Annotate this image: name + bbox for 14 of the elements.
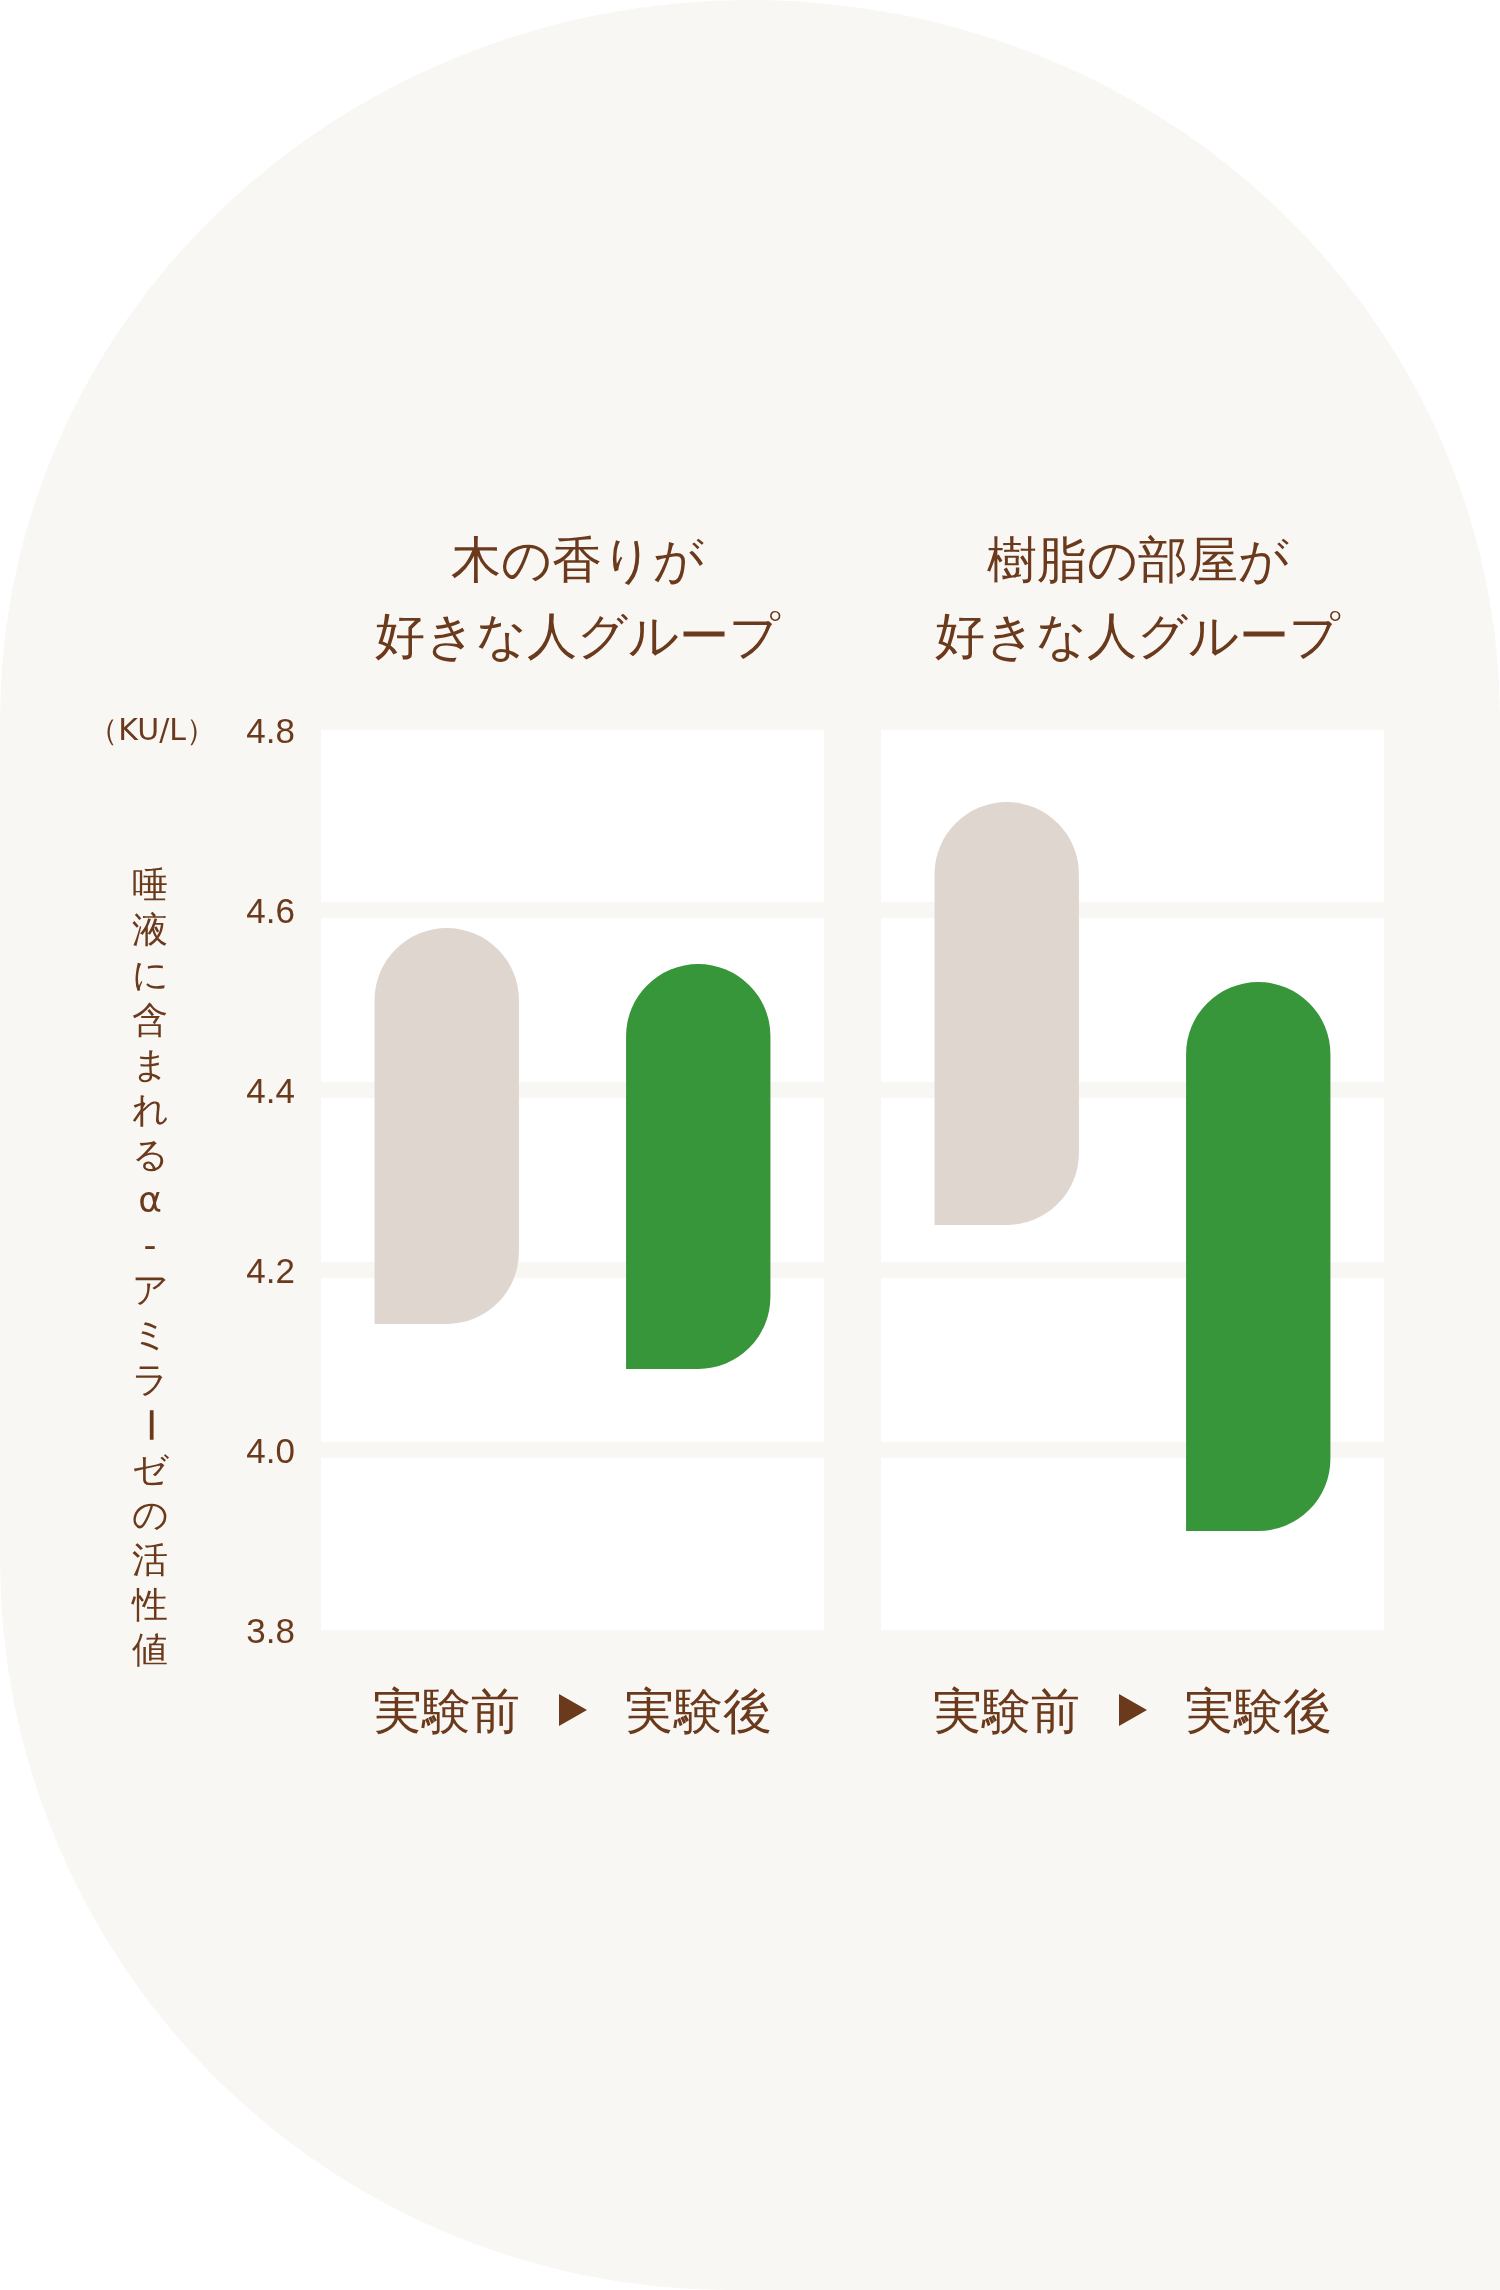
x-tick-label: 実験前	[933, 1683, 1081, 1738]
x-tick-label: 実験後	[624, 1683, 772, 1738]
y-tick-label: 4.2	[246, 1250, 295, 1290]
chart-title: 木の香りが好きな人グループ	[375, 532, 781, 664]
text: （KU/L）	[88, 712, 216, 747]
y-tick-label: 4.8	[246, 710, 295, 750]
y-tick-label: 3.8	[246, 1610, 295, 1650]
y-tick-label: 4.4	[246, 1070, 295, 1110]
text: 唾液に含まれるα-アミラーゼの活性値	[129, 864, 171, 1670]
x-tick-label: 実験前	[373, 1683, 521, 1738]
chart-title: 樹脂の部屋が好きな人グループ	[935, 532, 1341, 664]
y-tick-label: 4.0	[246, 1430, 295, 1470]
x-tick-label: 実験後	[1184, 1683, 1332, 1738]
y-tick-label: 4.6	[246, 890, 295, 930]
